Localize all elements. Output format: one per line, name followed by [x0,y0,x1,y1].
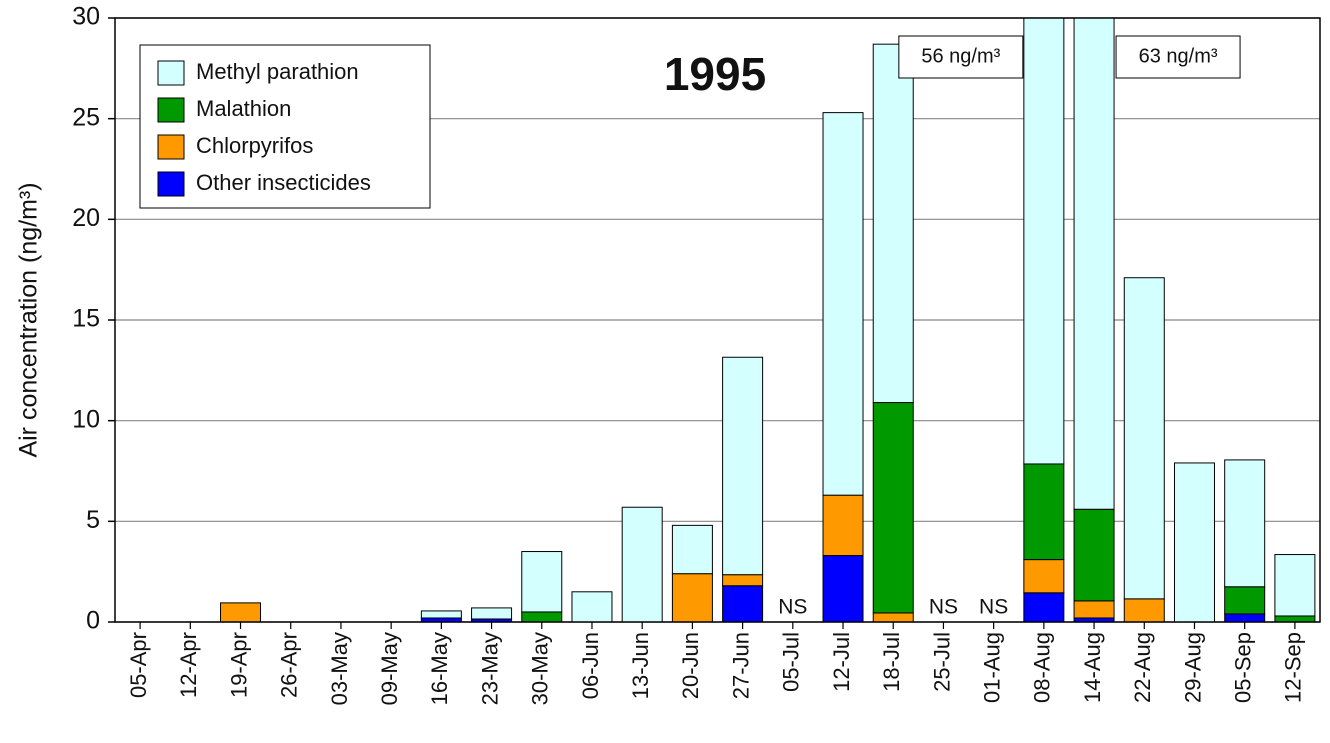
bar-segment [420,610,462,619]
bar-segment [1224,586,1266,615]
bar-segment [822,555,864,622]
x-tick-label: 14-Aug [1080,632,1105,703]
y-tick-label: 25 [72,103,100,131]
legend: Methyl parathion Malathion Chlorpyrifos Oth… [157,59,371,197]
y-axis-label: Air concentration (ng/m³) [15,182,43,457]
bar-segment [722,574,764,587]
x-tick-label: 27-Jun [728,632,753,699]
legend-swatch [157,97,185,123]
bar-segment [822,112,864,496]
x-tick-label: 19-Apr [226,632,251,698]
bar-segment [521,551,563,613]
x-tick-label: 22-Aug [1130,632,1155,703]
annotation-box [898,35,1024,79]
bar-segment [671,573,713,622]
x-tick-label: 09-May [377,632,402,705]
bar-segment [521,611,563,622]
x-tick-label: 01-Aug [979,632,1004,703]
bar-segment [1023,463,1065,561]
bar-segment [471,607,513,620]
bar-segment [822,494,864,557]
y-tick-label: 5 [86,506,100,534]
annotation-label: 63 ng/m³ [1139,45,1218,67]
bar-segment [1073,600,1115,619]
x-tick-label: 25-Jul [929,632,954,692]
y-tick-label: 10 [72,405,100,433]
bar-segment [872,612,914,622]
bar-segment [722,356,764,576]
bar-segment [722,585,764,622]
bar-segment [1224,459,1266,588]
y-tick-label: 15 [72,305,100,333]
chart-title: 1995 [664,48,766,100]
x-tick-label: 12-Jul [829,632,854,692]
y-tick-label: 0 [86,607,100,635]
bar-segment [1023,592,1065,622]
annotations: NS NS NS 56 ng/m³ 63 ng/m³ [778,35,1241,619]
legend-label: Methyl parathion [196,59,359,84]
bar-segment [1173,462,1215,622]
x-tick-label: 26-Apr [277,632,302,698]
grid: 0 5 10 15 20 25 30 05-Apr 12-Apr 19-Apr 26-Apr 03-M… [72,3,1320,705]
annotation-box [1115,35,1241,79]
bar-segment [1123,598,1165,622]
bar-segment [1274,615,1316,622]
x-tick-label: 20-Jun [678,632,703,699]
bar-segment [872,43,914,404]
x-tick-label: 18-Jul [879,632,904,692]
y-tick-label: 30 [72,3,100,31]
x-tick-label: 30-May [528,632,553,705]
x-tick-label: 23-May [477,632,502,705]
bar-segment [872,402,914,614]
plot-frame [114,17,1321,623]
ns-label: NS [929,596,958,619]
x-tick-label: 13-Jun [628,632,653,699]
x-tick-label: 05-Jul [779,632,804,692]
bars [220,18,1316,622]
x-tick-label: 12-Apr [176,632,201,698]
legend-swatch [157,134,185,160]
bar-segment [571,591,613,622]
ns-label: NS [979,596,1008,619]
bar-segment [621,506,663,622]
legend-label: Other insecticides [196,170,371,195]
bar-segment [1123,277,1165,600]
legend-label: Malathion [196,96,291,121]
x-tick-label: 29-Aug [1180,632,1205,703]
annotation-label: 56 ng/m³ [921,45,1000,67]
x-tick-label: 08-Aug [1030,632,1055,703]
bar-segment [220,602,262,622]
x-tick-label: 05-Sep [1231,632,1256,703]
x-tick-label: 05-Apr [126,632,151,698]
x-tick-label: 06-Jun [578,632,603,699]
x-tick-label: 03-May [327,632,352,705]
bar-segment [671,524,713,575]
bar-segment [1224,613,1266,622]
y-tick-label: 20 [72,204,100,232]
x-tick-label: 12-Sep [1281,632,1306,703]
legend-label: Chlorpyrifos [196,133,313,158]
x-tick-label: 16-May [427,632,452,705]
bar-segment [1023,18,1065,465]
bar-segment [1274,554,1316,617]
bar-segment [1073,18,1115,510]
legend-swatch [157,171,185,197]
bar-segment [1023,559,1065,594]
bar-segment [1073,508,1115,602]
legend-box [139,44,431,209]
ns-label: NS [778,596,807,619]
legend-swatch [157,60,185,86]
